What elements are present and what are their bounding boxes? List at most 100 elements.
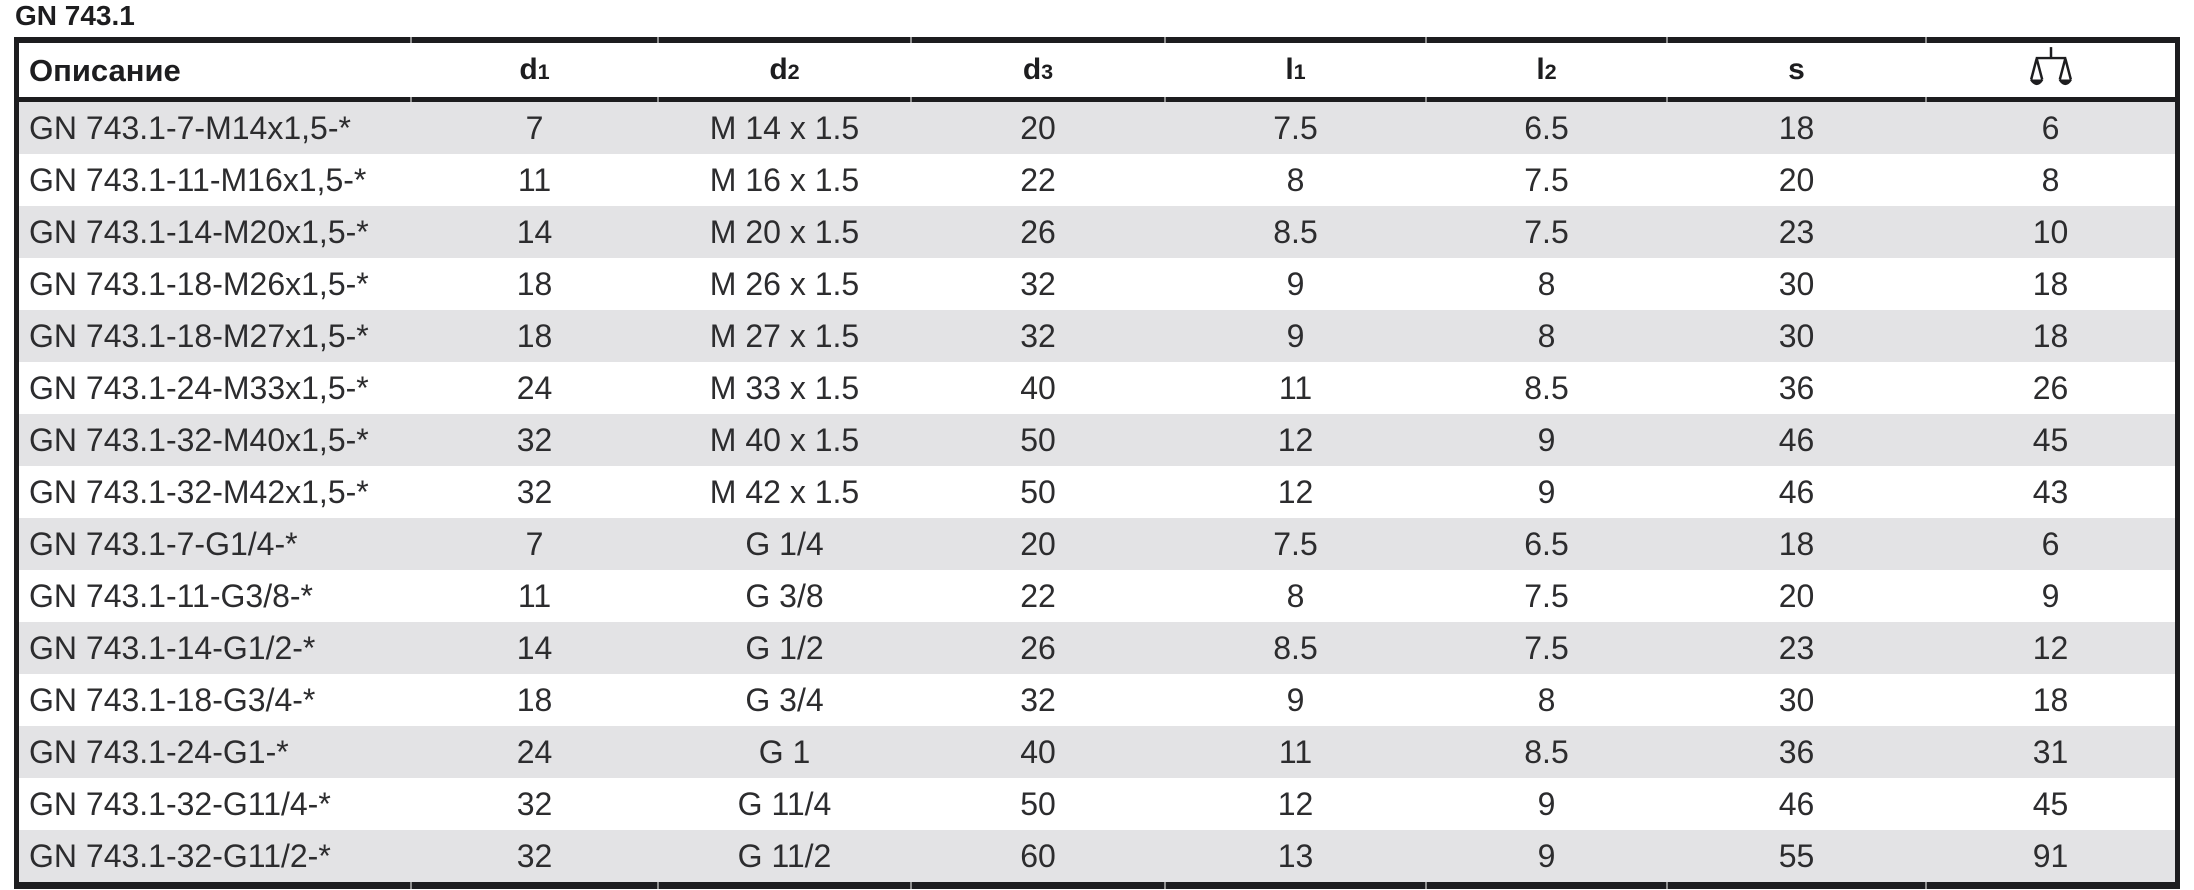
value-cell: G 11/4: [737, 786, 832, 822]
value-cell: 18: [2032, 682, 2069, 718]
value-cell: 14: [516, 214, 553, 250]
table-header-row: Описание d1 d2 d3 l1 l2 s: [19, 43, 2175, 97]
value-cell: 8: [1537, 318, 1556, 354]
value-cell: 32: [1020, 682, 1056, 718]
value-cell: 20: [1778, 578, 1815, 614]
value-cell: 30: [1778, 318, 1815, 354]
value-cell: M 42 x 1.5: [709, 474, 860, 510]
value-cell: M 40 x 1.5: [709, 422, 860, 458]
value-cell: G 1: [758, 734, 811, 770]
column-header-d3: d3: [1022, 53, 1054, 86]
value-cell: 91: [2032, 838, 2069, 874]
description-cell: GN 743.1-24-M33x1,5-*: [29, 370, 369, 406]
value-cell: 12: [1277, 422, 1314, 458]
value-cell: 8: [2041, 162, 2060, 198]
value-cell: 32: [516, 786, 553, 822]
value-cell: 20: [1020, 110, 1056, 146]
table-top-rule: [19, 37, 2175, 43]
description-cell: GN 743.1-11-G3/8-*: [29, 578, 313, 614]
value-cell: 24: [516, 734, 553, 770]
value-cell: 18: [2032, 318, 2069, 354]
table-header-rule: [19, 97, 2175, 102]
description-cell: GN 743.1-32-G11/2-*: [29, 838, 331, 874]
value-cell: 22: [1020, 578, 1056, 614]
value-cell: 50: [1020, 474, 1056, 510]
column-header-l1: l1: [1285, 53, 1306, 86]
column-header-description: Описание: [29, 52, 181, 88]
value-cell: 7: [525, 526, 544, 562]
table-row: GN 743.1-24-M33x1,5-* 24 M 33 x 1.5 40 11 8.5…: [19, 362, 2175, 414]
description-cell: GN 743.1-32-M42x1,5-*: [29, 474, 369, 510]
page-title: GN 743.1: [15, 0, 135, 31]
value-cell: 8: [1537, 266, 1556, 302]
value-cell: 26: [1020, 630, 1056, 666]
value-cell: 6.5: [1524, 110, 1569, 146]
value-cell: 20: [1778, 162, 1815, 198]
value-cell: 26: [2032, 370, 2069, 406]
value-cell: 14: [516, 630, 553, 666]
value-cell: 45: [2032, 786, 2069, 822]
value-cell: 40: [1020, 370, 1056, 406]
table-row: GN 743.1-24-G1-* 24 G 1 40 11 8.5 36 31: [19, 726, 2175, 778]
value-cell: M 14 x 1.5: [709, 110, 860, 146]
value-cell: 6: [2041, 526, 2060, 562]
value-cell: 7.5: [1524, 578, 1569, 614]
value-cell: 20: [1020, 526, 1056, 562]
value-cell: 24: [516, 370, 553, 406]
value-cell: 22: [1020, 162, 1056, 198]
value-cell: 60: [1020, 838, 1056, 874]
value-cell: 8.5: [1524, 734, 1569, 770]
value-cell: 18: [1778, 526, 1815, 562]
value-cell: 7.5: [1273, 526, 1318, 562]
value-cell: 18: [2032, 266, 2069, 302]
table-row: GN 743.1-18-M26x1,5-* 18 M 26 x 1.5 32 9 8 30 1…: [19, 258, 2175, 310]
value-cell: 9: [2041, 578, 2060, 614]
value-cell: 8.5: [1524, 370, 1569, 406]
value-cell: 9: [1537, 786, 1556, 822]
weight-scale-icon: [2029, 47, 2072, 86]
value-cell: 8: [1286, 578, 1305, 614]
value-cell: 36: [1778, 370, 1815, 406]
value-cell: M 27 x 1.5: [709, 318, 860, 354]
value-cell: 18: [1778, 110, 1815, 146]
value-cell: 50: [1020, 422, 1056, 458]
value-cell: 32: [516, 838, 553, 874]
table-body: GN 743.1-7-M14x1,5-* 7 M 14 x 1.5 20 7.5 6.5 1…: [19, 102, 2175, 882]
value-cell: G 1/4: [745, 526, 824, 562]
value-cell: 8.5: [1273, 214, 1318, 250]
value-cell: 50: [1020, 786, 1056, 822]
value-cell: 45: [2032, 422, 2069, 458]
value-cell: 6: [2041, 110, 2060, 146]
table-row: GN 743.1-14-G1/2-* 14 G 1/2 26 8.5 7.5 23 12: [19, 622, 2175, 674]
table-row: GN 743.1-32-M42x1,5-* 32 M 42 x 1.5 50 12 9 46…: [19, 466, 2175, 518]
value-cell: M 16 x 1.5: [709, 162, 860, 198]
table-row: GN 743.1-7-M14x1,5-* 7 M 14 x 1.5 20 7.5 6.5 1…: [19, 102, 2175, 154]
value-cell: 9: [1286, 318, 1305, 354]
table-row: GN 743.1-18-M27x1,5-* 18 M 27 x 1.5 32 9 8 30 1…: [19, 310, 2175, 362]
value-cell: 11: [517, 578, 552, 614]
value-cell: 40: [1020, 734, 1056, 770]
column-header-weight: [1926, 45, 2175, 95]
description-cell: GN 743.1-14-M20x1,5-*: [29, 214, 369, 250]
description-cell: GN 743.1-11-M16x1,5-*: [29, 162, 367, 198]
value-cell: 9: [1537, 422, 1556, 458]
value-cell: 12: [1277, 786, 1314, 822]
column-header-d1: d1: [519, 53, 550, 86]
value-cell: 8: [1537, 682, 1556, 718]
value-cell: 18: [516, 682, 553, 718]
value-cell: 11: [1278, 370, 1313, 406]
description-cell: GN 743.1-18-M27x1,5-*: [29, 318, 369, 354]
description-cell: GN 743.1-18-M26x1,5-*: [29, 266, 369, 302]
value-cell: G 11/2: [737, 838, 832, 874]
value-cell: 18: [516, 318, 553, 354]
value-cell: M 33 x 1.5: [709, 370, 860, 406]
value-cell: 7.5: [1273, 110, 1318, 146]
value-cell: 26: [1020, 214, 1056, 250]
description-cell: GN 743.1-18-G3/4-*: [29, 682, 316, 718]
table-bottom-rule: [19, 882, 2175, 889]
dimensions-table: Описание d1 d2 d3 l1 l2 s: [14, 37, 2180, 889]
table-row: GN 743.1-7-G1/4-* 7 G 1/4 20 7.5 6.5 18 6: [19, 518, 2175, 570]
value-cell: 46: [1778, 786, 1815, 822]
value-cell: G 1/2: [745, 630, 824, 666]
